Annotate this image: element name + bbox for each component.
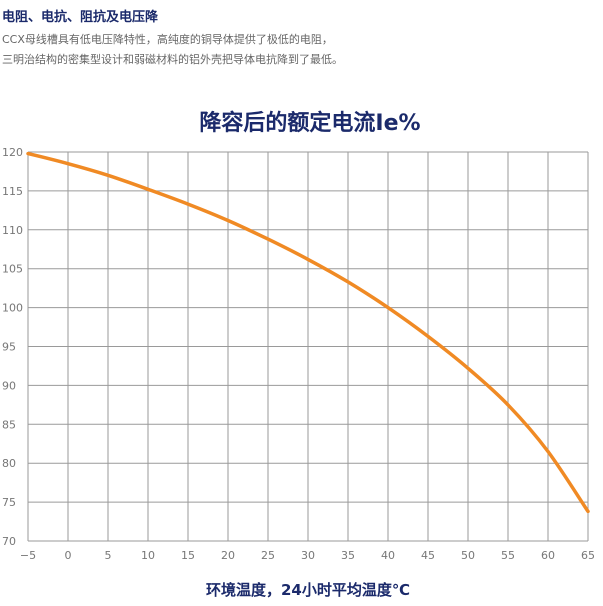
x-tick-label: 60 [541, 549, 555, 562]
chart-title: 降容后的额定电流Ie% [199, 110, 420, 136]
y-tick-label: 70 [2, 535, 16, 548]
x-tick-label: 55 [501, 549, 515, 562]
y-tick-label: 75 [2, 496, 16, 509]
intro-heading: 电阻、电抗、阻抗及电压降 [2, 10, 159, 25]
x-tick-label: 30 [301, 549, 315, 562]
x-tick-label: 0 [65, 549, 72, 562]
y-tick-label: 100 [2, 302, 23, 315]
x-tick-label: 5 [105, 549, 112, 562]
x-axis-label: 环境温度，24小时平均温度℃ [206, 581, 410, 599]
y-tick-label: 115 [2, 185, 23, 198]
x-axis-ticks: −5 0 5 10 15 20 25 30 35 40 45 50 55 60 65 [20, 549, 595, 562]
y-tick-label: 105 [2, 263, 23, 276]
intro-description-line-2: 三明治结构的密集型设计和弱磁材料的铝外壳把导体电抗降到了最低。 [2, 53, 343, 66]
x-tick-label: 50 [461, 549, 475, 562]
y-tick-label: 85 [2, 418, 16, 431]
chart-grid [27, 151, 589, 542]
x-tick-label: 10 [141, 549, 155, 562]
y-tick-label: 95 [2, 341, 16, 354]
x-tick-label: 45 [421, 549, 435, 562]
y-tick-label: 110 [2, 224, 23, 237]
x-tick-label: 35 [341, 549, 355, 562]
x-tick-label: 40 [381, 549, 395, 562]
x-tick-label: −5 [20, 549, 36, 562]
y-axis-ticks: 70 75 80 85 90 95 100 105 110 115 120 [2, 146, 23, 548]
x-tick-label: 20 [221, 549, 235, 562]
y-tick-label: 80 [2, 457, 16, 470]
x-tick-label: 65 [581, 549, 595, 562]
intro-description-line-1: CCX母线槽具有低电压降特性，高纯度的铜导体提供了极低的电阻， [2, 33, 333, 46]
y-tick-label: 120 [2, 146, 23, 159]
series-line [26, 151, 590, 514]
x-tick-label: 25 [261, 549, 275, 562]
y-tick-label: 90 [2, 379, 16, 392]
x-tick-label: 15 [181, 549, 195, 562]
